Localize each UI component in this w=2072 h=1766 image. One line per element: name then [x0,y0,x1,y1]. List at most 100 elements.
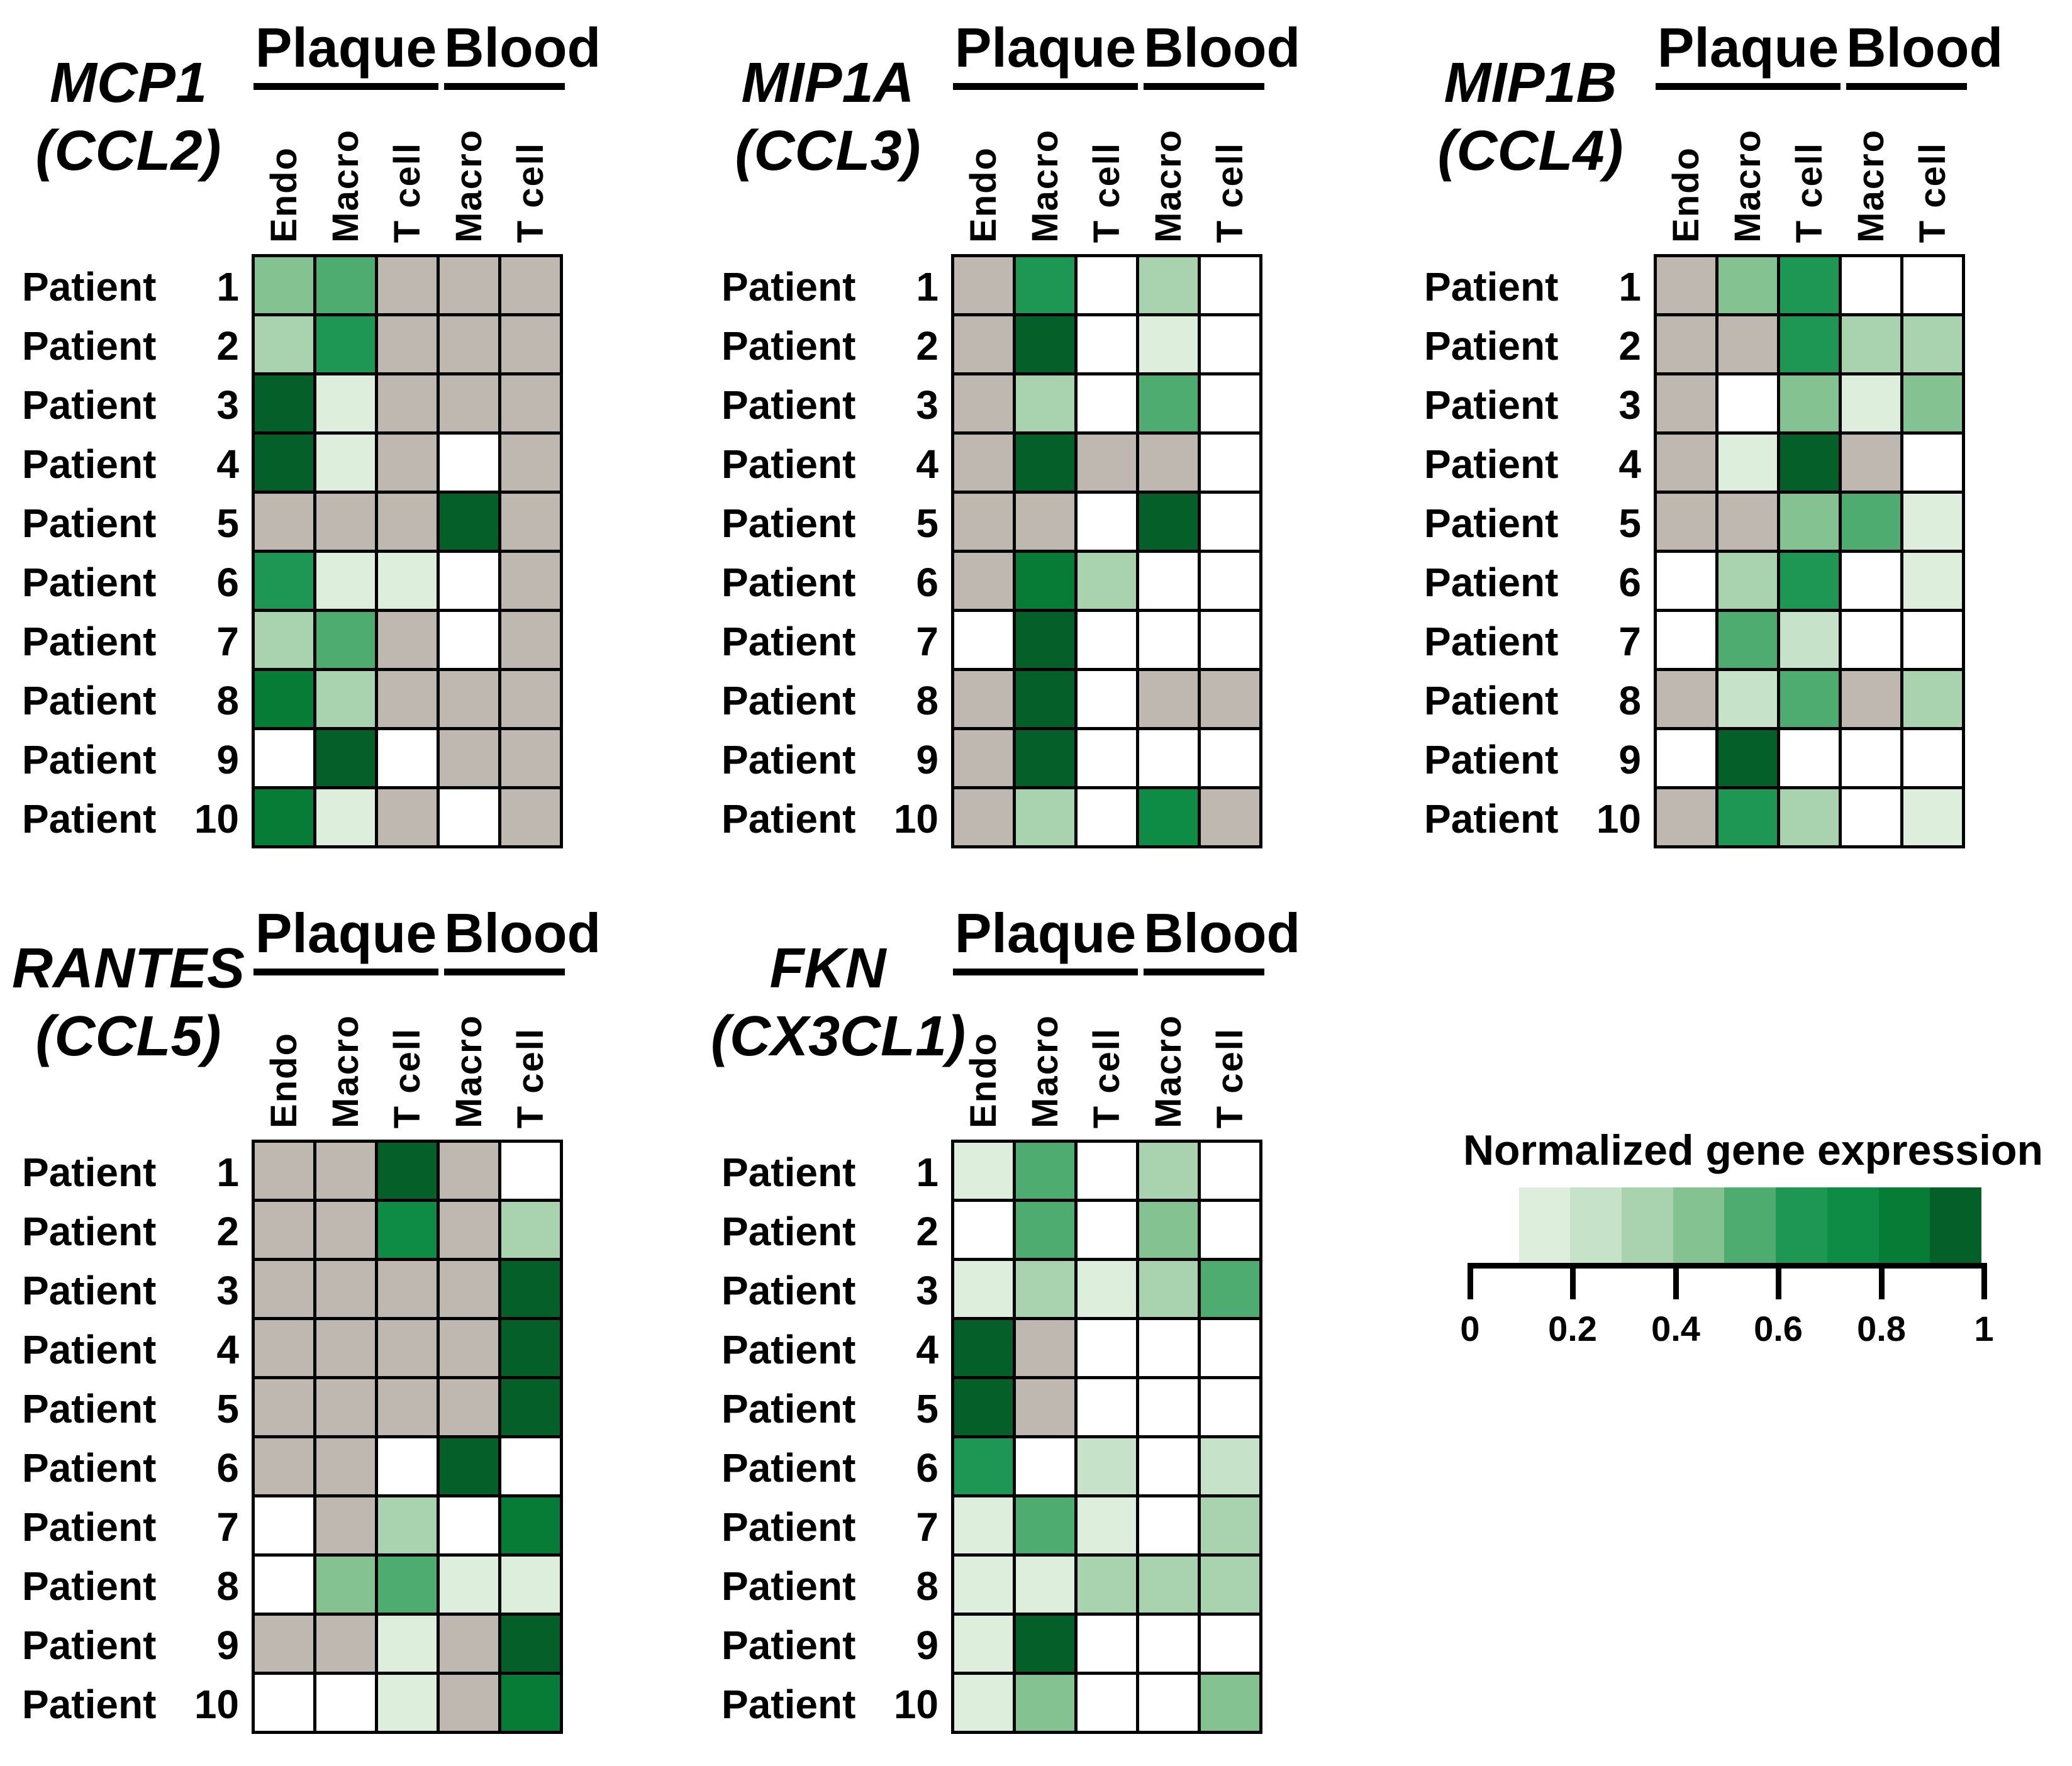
row-label-word: Patient [721,1622,856,1668]
heatmap-cell [501,1261,560,1317]
heatmap-cell [378,494,437,550]
heatmap-cell [316,257,375,313]
gene-alias: (CCL4) [1437,119,1624,182]
col-label-box: T cell [1076,981,1137,1128]
row-label-patient-4: Patient 4 [721,436,939,492]
gene-alias: (CCL2) [35,119,221,182]
heatmap-cell [1078,1261,1136,1317]
heatmap-cell [1016,1675,1074,1731]
legend-colorbar-segment [1518,1187,1571,1263]
row-label-word: Patient [22,1504,157,1550]
heatmap-cell [440,730,498,786]
row-label-number: 10 [1596,796,1641,841]
row-label-word: Patient [22,796,157,841]
col-label-t-cell: T cell [387,1027,428,1128]
col-label-endo: Endo [963,147,1004,243]
gene-alias: (CCL3) [735,119,921,182]
heatmap-cell [1903,789,1962,845]
heatmap-cell [1201,1143,1259,1199]
heatmap-grid-rantes [252,1140,563,1734]
heatmap-cell [1903,671,1962,727]
row-label-word: Patient [721,1563,856,1609]
heatmap-cell [1016,1143,1074,1199]
row-label-patient-5: Patient 5 [22,1380,239,1436]
col-label-box: Macro [1015,96,1076,243]
col-group-label-plaque: Plaque [954,902,1137,964]
heatmap-cell [255,316,313,372]
panel-title-mcp1: MCP1 (CCL2) [11,49,245,185]
heatmap-cell [316,671,375,727]
col-group-underline-blood [1144,969,1264,975]
col-label-macro: Macro [448,129,489,243]
heatmap-cell [1780,435,1839,491]
gene-name: MCP1 [49,52,208,114]
row-label-patient-1: Patient 1 [721,258,939,314]
row-label-word: Patient [1424,323,1559,369]
heatmap-cell [954,1379,1013,1435]
heatmap-cell [1201,789,1259,845]
heatmap-cell [1657,553,1715,609]
legend-tick-mark [1879,1263,1885,1299]
heatmap-cell [255,1320,313,1376]
legend-colorbar-segment [1878,1187,1930,1263]
col-group-underline-plaque [953,83,1138,90]
heatmap-cell [1201,1616,1259,1672]
heatmap-cell [1016,730,1074,786]
row-label-patient-2: Patient 2 [22,318,239,374]
row-label-word: Patient [22,441,157,487]
legend-title: Normalized gene expression [1462,1126,2044,1174]
heatmap-cell [1139,1202,1198,1258]
heatmap-cell [501,1143,560,1199]
col-label-box: Macro [1841,96,1902,243]
row-label-patient-2: Patient 2 [721,1203,939,1259]
row-label-patient-8: Patient 8 [721,1558,939,1614]
col-label-box: Endo [253,981,315,1128]
row-label-number: 1 [916,264,939,309]
row-label-patient-9: Patient 9 [1424,731,1641,787]
heatmap-cell [440,1202,498,1258]
row-label-number: 5 [216,1386,239,1431]
row-label-word: Patient [1424,618,1559,664]
legend-colorbar [1518,1187,1981,1263]
legend-tick-mark [1776,1263,1781,1299]
row-label-patient-3: Patient 3 [1424,377,1641,433]
heatmap-cell [1016,1261,1074,1317]
heatmap-cell [255,789,313,845]
legend-tick-mark [1981,1263,1987,1299]
heatmap-cell [501,612,560,668]
row-label-patient-9: Patient 9 [721,731,939,787]
heatmap-cell [954,612,1013,668]
heatmap-cell [1078,1557,1136,1613]
heatmap-cell [1078,1320,1136,1376]
heatmap-cell [316,1320,375,1376]
heatmap-cell [1780,257,1839,313]
heatmap-cell [1139,316,1198,372]
col-label-macro: Macro [448,1014,489,1128]
legend-tick-label: 0.2 [1548,1309,1597,1348]
row-label-word: Patient [721,796,856,841]
heatmap-cell [1016,1202,1074,1258]
row-label-number: 10 [194,796,239,841]
row-label-number: 3 [916,1267,939,1313]
row-label-number: 5 [916,500,939,546]
heatmap-cell [501,494,560,550]
heatmap-cell [1139,1675,1198,1731]
heatmap-cell [255,612,313,668]
row-label-word: Patient [22,1208,157,1254]
col-label-macro: Macro [1851,129,1891,243]
heatmap-cell [378,435,437,491]
heatmap-cell [316,1202,375,1258]
row-label-patient-10: Patient 10 [721,791,939,847]
row-label-number: 8 [916,1563,939,1609]
row-label-word: Patient [22,1149,157,1195]
heatmap-cell [1139,671,1198,727]
col-label-box: T cell [1902,96,1963,243]
heatmap-cell [440,257,498,313]
heatmap-cell [440,671,498,727]
row-label-number: 9 [1618,736,1641,782]
col-label-box: T cell [377,96,438,243]
row-label-word: Patient [1424,382,1559,428]
heatmap-cell [1903,494,1962,550]
heatmap-cell [255,257,313,313]
heatmap-cell [1657,316,1715,372]
